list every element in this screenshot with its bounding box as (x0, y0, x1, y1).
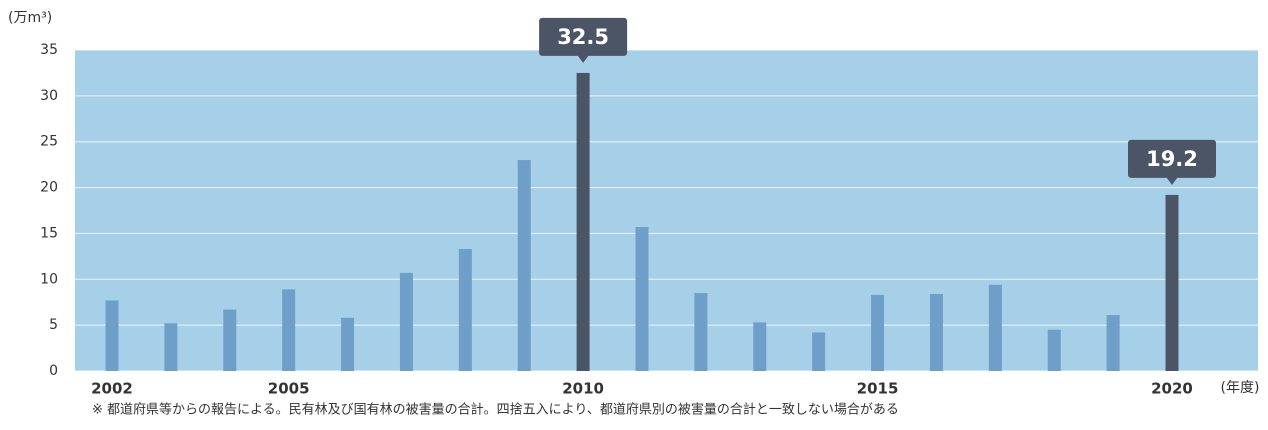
y-tick-label: 25 (40, 134, 58, 150)
bar (282, 289, 296, 371)
footnote: ※ 都道府県等からの報告による。民有林及び国有林の被害量の合計。四捨五入により、… (92, 402, 899, 418)
x-unit-label: (年度) (1221, 380, 1260, 396)
y-tick-label: 35 (40, 42, 58, 58)
bar (341, 317, 355, 371)
bar (1165, 194, 1179, 371)
x-tick-label: 2002 (91, 380, 133, 398)
bar (223, 309, 237, 371)
value-label-pointer (577, 54, 590, 63)
bar (105, 300, 119, 371)
bar (871, 294, 885, 371)
bar (988, 284, 1002, 371)
y-tick-label: 0 (49, 363, 58, 379)
x-tick-label: 2005 (268, 380, 310, 398)
y-tick-label: 20 (40, 180, 58, 196)
bar (812, 332, 826, 371)
value-label: 19.2 (1146, 147, 1198, 171)
value-label-box (1128, 139, 1216, 178)
bar (576, 72, 590, 371)
x-tick-label: 2020 (1151, 380, 1193, 398)
bar (694, 293, 708, 371)
bar (1106, 315, 1120, 371)
bar (164, 323, 178, 371)
value-label-pointer (1166, 176, 1178, 185)
value-label: 32.5 (557, 25, 609, 49)
bar (753, 322, 767, 371)
value-label-box (539, 17, 628, 56)
plot-background (75, 50, 1258, 371)
x-tick-label: 2015 (857, 380, 899, 398)
bar (929, 293, 943, 371)
y-tick-label: 10 (40, 271, 58, 287)
unit-label: (万m³) (8, 10, 52, 26)
y-tick-label: 5 (49, 317, 58, 333)
x-tick-label: 2010 (562, 380, 604, 398)
bar (1047, 329, 1061, 371)
bar (399, 272, 413, 371)
bar (635, 227, 649, 371)
y-tick-label: 30 (40, 88, 58, 104)
bar (517, 160, 531, 371)
bar (458, 249, 472, 371)
y-tick-label: 15 (40, 225, 58, 241)
